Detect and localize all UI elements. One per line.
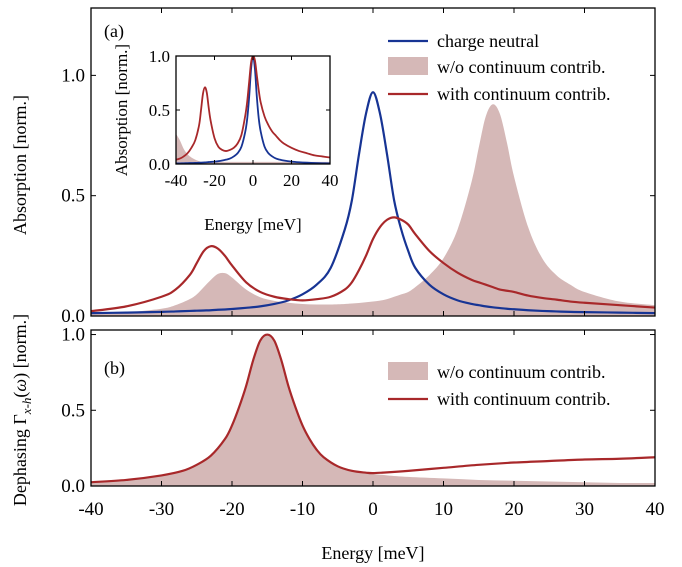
inset-ytick-labels: 0.0 0.5 1.0 <box>149 47 170 174</box>
panel_a-series-1-area <box>91 104 655 316</box>
x-tick-label-0: -40 <box>78 499 103 520</box>
panel_b-ytick-label-0: 0.0 <box>61 476 85 497</box>
inset-series-0-area <box>176 133 330 164</box>
x-tick-label-2: -20 <box>219 499 244 520</box>
panel-b-frame <box>90 329 656 487</box>
legend-label-with-continuum: with continuum contrib. <box>437 84 610 104</box>
inset-series-clip <box>176 56 330 164</box>
legend-swatch-no-continuum <box>388 57 428 75</box>
inset-xtick-labels: -40 -20 0 20 40 <box>165 171 339 190</box>
legend-label-no-continuum: w/o continuum contrib. <box>437 57 605 77</box>
panel-b-series-group <box>91 333 655 486</box>
panel-b-ylabel-prefix: Dephasing Γ <box>10 414 30 506</box>
panel_a-series-clip <box>91 91 655 316</box>
panel_a-series-0-line <box>91 91 655 315</box>
inset-background <box>176 56 330 164</box>
legend-b-swatch-no-continuum <box>388 362 428 380</box>
panel-a-ytick-labels: 0.0 0.5 1.0 <box>61 65 85 327</box>
panel-b-ylabel-suffix: (ω) [norm.] <box>10 314 31 398</box>
inset-xtick-label-4: 40 <box>322 171 339 190</box>
inset-frame <box>175 55 331 165</box>
inset-xtick-label-0: -40 <box>165 171 188 190</box>
x-tick-label-1: -30 <box>149 499 174 520</box>
panel_a-ytick-label-1: 0.5 <box>61 186 85 207</box>
panel-b-legend: w/o continuum contrib. with continuum co… <box>388 362 610 409</box>
inset-ytick-label-0: 0.0 <box>149 155 170 174</box>
legend-label-charge-neutral: charge neutral <box>437 31 539 51</box>
inset-xtick-label-3: 20 <box>283 171 300 190</box>
x-tick-label-5: 10 <box>434 499 453 520</box>
panel_a-ytick-label-0: 0.0 <box>61 306 85 327</box>
panel_a-series-2-line <box>91 216 655 313</box>
panel_b-series-clip <box>91 333 655 486</box>
legend-b-label-no-continuum: w/o continuum contrib. <box>437 362 605 382</box>
x-tick-label-7: 30 <box>575 499 594 520</box>
x-tick-label-4: 0 <box>368 499 378 520</box>
x-tick-label-8: 40 <box>646 499 665 520</box>
panel_b-series-0-area <box>91 334 655 486</box>
x-tick-labels: -40 -30 -20 -10 0 10 20 30 40 <box>78 499 664 520</box>
panel-b-ytick-labels: 0.0 0.5 1.0 <box>61 325 85 497</box>
panel_b-series-1-line <box>91 333 655 484</box>
panel-a-frame <box>90 7 656 317</box>
x-tick-label-6: 20 <box>505 499 524 520</box>
inset-series-1-line <box>176 56 330 164</box>
panel-a-series-group <box>91 91 655 316</box>
x-tick-label-3: -10 <box>290 499 315 520</box>
inset-ytick-label-2: 1.0 <box>149 47 170 66</box>
panel_b-ytick-label-1: 0.5 <box>61 400 85 421</box>
panel-a-ylabel: Absorption [norm.] <box>10 95 30 235</box>
x-axis-label: Energy [meV] <box>321 543 424 563</box>
panel_a-ytick-label-2: 1.0 <box>61 65 85 86</box>
inset-ytick-label-1: 0.5 <box>149 101 170 120</box>
inset-ylabel: Absorption [norm.] <box>112 44 131 176</box>
panel-b-label: (b) <box>104 358 125 379</box>
inset-plot: -40 -20 0 20 40 0.0 0.5 1.0 Energy [meV] Absor… <box>112 44 339 234</box>
panel-a: (a) Absorption [norm.] 0.0 0.5 1.0 charge … <box>10 7 656 327</box>
inset-series-2-line <box>176 56 330 161</box>
panel-b: (b) Dephasing Γx-h(ω) [norm.] 0.00.51.0 … <box>10 314 656 506</box>
inset-series-group <box>176 56 330 164</box>
inset-xtick-label-2: 0 <box>249 171 258 190</box>
inset-xtick-label-1: -20 <box>203 171 226 190</box>
panel-a-label: (a) <box>104 21 124 42</box>
panel-b-ylabel: Dephasing Γx-h(ω) [norm.] <box>10 314 34 506</box>
panel-b-ylabel-sub: x-h <box>19 398 34 416</box>
legend-b-label-with-continuum: with continuum contrib. <box>437 389 610 409</box>
panel-a-legend: charge neutral w/o continuum contrib. wi… <box>388 31 610 104</box>
inset-xlabel: Energy [meV] <box>204 215 301 234</box>
panel_b-ytick-label-2: 1.0 <box>61 325 85 346</box>
